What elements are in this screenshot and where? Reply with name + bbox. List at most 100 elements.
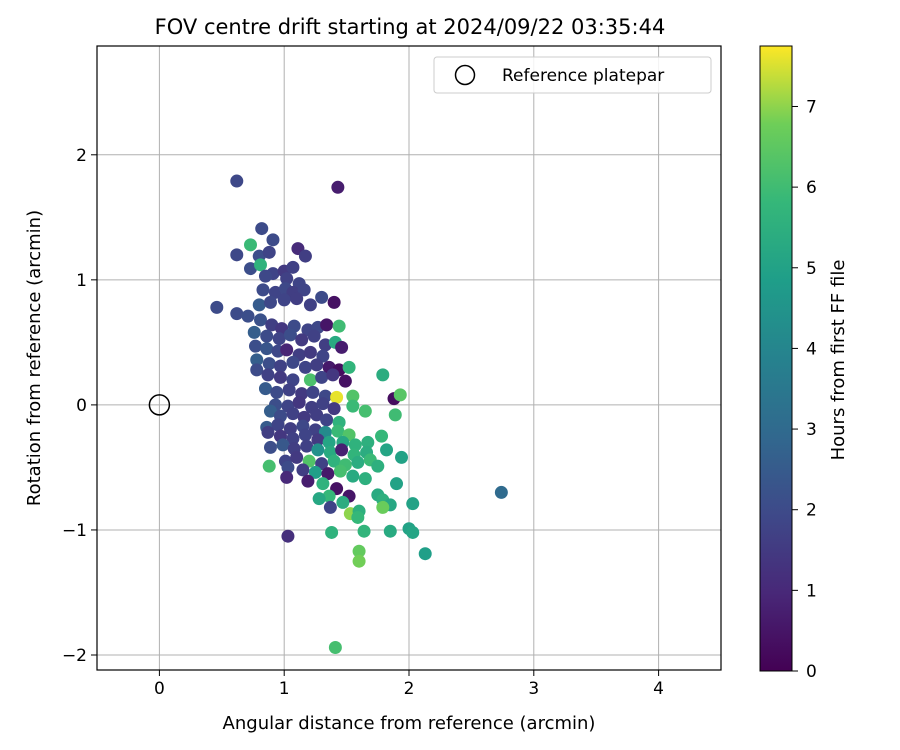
scatter-point [241, 309, 255, 323]
scatter-point [321, 467, 335, 481]
colorbar-tick-label: 7 [806, 97, 817, 117]
scatter-point [327, 454, 341, 468]
scatter-point [303, 345, 317, 359]
scatter-point [320, 413, 334, 427]
y-tick-label: 0 [76, 396, 87, 416]
scatter-point [256, 283, 270, 297]
colorbar-tick-label: 2 [806, 501, 817, 521]
scatter-point [390, 477, 404, 491]
scatter-point [328, 640, 342, 654]
scatter-point [244, 262, 258, 276]
scatter-point [282, 383, 296, 397]
scatter-point [290, 450, 304, 464]
colorbar-tick-label: 4 [806, 339, 817, 359]
scatter-point [286, 260, 300, 274]
scatter-point [336, 495, 350, 509]
scatter-point [325, 525, 339, 539]
scatter-point [298, 360, 312, 374]
scatter-point [418, 547, 432, 561]
scatter-point [358, 404, 372, 418]
y-tick-label: −2 [62, 646, 87, 666]
scatter-point [263, 440, 277, 454]
y-tick-label: −1 [62, 521, 87, 541]
scatter-point [261, 368, 275, 382]
scatter-point [383, 524, 397, 538]
grid-lines [97, 46, 721, 670]
scatter-point [348, 438, 362, 452]
x-tick-label: 4 [653, 679, 664, 699]
y-tick-label: 2 [76, 146, 87, 166]
scatter-point [292, 395, 306, 409]
scatter-point [335, 443, 349, 457]
scatter-point [297, 283, 311, 297]
scatter-point [351, 455, 365, 469]
scatter-point [342, 360, 356, 374]
colorbar-gradient [759, 45, 793, 672]
legend-reference-marker [454, 64, 476, 86]
x-axis-label: Angular distance from reference (arcmin) [223, 713, 596, 734]
scatter-point [280, 470, 294, 484]
scatter-point [298, 249, 312, 263]
scatter-point [263, 295, 277, 309]
scatter-point [351, 510, 365, 524]
scatter-point [303, 373, 317, 387]
scatter-point [255, 222, 269, 236]
scatter-point [230, 307, 244, 321]
scatter-point [277, 293, 291, 307]
scatter-point [311, 433, 325, 447]
scatter-point [258, 269, 272, 283]
scatter-point [395, 450, 409, 464]
scatter-point [376, 368, 390, 382]
scatter-point [250, 353, 264, 367]
scatter-point [283, 422, 297, 436]
scatter-point [273, 370, 287, 384]
scatter-point [315, 290, 329, 304]
scatter-point [380, 443, 394, 457]
scatter-point [307, 329, 321, 343]
scatter-point [286, 407, 300, 421]
x-tick-label: 3 [528, 679, 539, 699]
scatter-point [376, 500, 390, 514]
scatter-point [308, 465, 322, 479]
scatter-point [272, 332, 286, 346]
reference-layer [148, 394, 171, 416]
scatter-point [494, 485, 508, 499]
x-axis-ticks: 0 1 2 3 4 [154, 670, 664, 699]
scatter-point [260, 342, 274, 356]
scatter-point [301, 474, 315, 488]
x-tick-label: 2 [404, 679, 415, 699]
y-tick-label: 1 [76, 271, 87, 291]
scatter-point [290, 292, 304, 306]
scatter-point [271, 418, 285, 432]
scatter-point [253, 258, 267, 272]
scatter-point [332, 319, 346, 333]
y-axis-label: Rotation from reference (arcmin) [24, 210, 45, 506]
scatter-point [310, 358, 324, 372]
scatter-point [327, 402, 341, 416]
scatter-point [281, 529, 295, 543]
colorbar: 0 1 2 3 4 5 6 7 Hours from first FF file [759, 45, 849, 682]
scatter-point [320, 318, 334, 332]
scatter-point [318, 338, 332, 352]
scatter-point [298, 428, 312, 442]
scatter-point [346, 469, 360, 483]
scatter-point [311, 443, 325, 457]
scatter-point [327, 295, 341, 309]
scatter-point [286, 355, 300, 369]
scatter-point [258, 382, 272, 396]
scatter-point [358, 472, 372, 486]
scatter-point [346, 389, 360, 403]
scatter-point [210, 300, 224, 314]
reference-platepar-marker [148, 394, 171, 416]
scatter-point [326, 368, 340, 382]
scatter-point [322, 489, 336, 503]
scatter-point [331, 424, 345, 438]
scatter-point [352, 544, 366, 558]
scatter-point [323, 500, 337, 514]
scatter-point [316, 477, 330, 491]
colorbar-tick-label: 0 [806, 662, 817, 682]
scatter-point [296, 463, 310, 477]
colorbar-tick-label: 1 [806, 581, 817, 601]
scatter-point [338, 374, 352, 388]
legend-box [433, 56, 712, 94]
